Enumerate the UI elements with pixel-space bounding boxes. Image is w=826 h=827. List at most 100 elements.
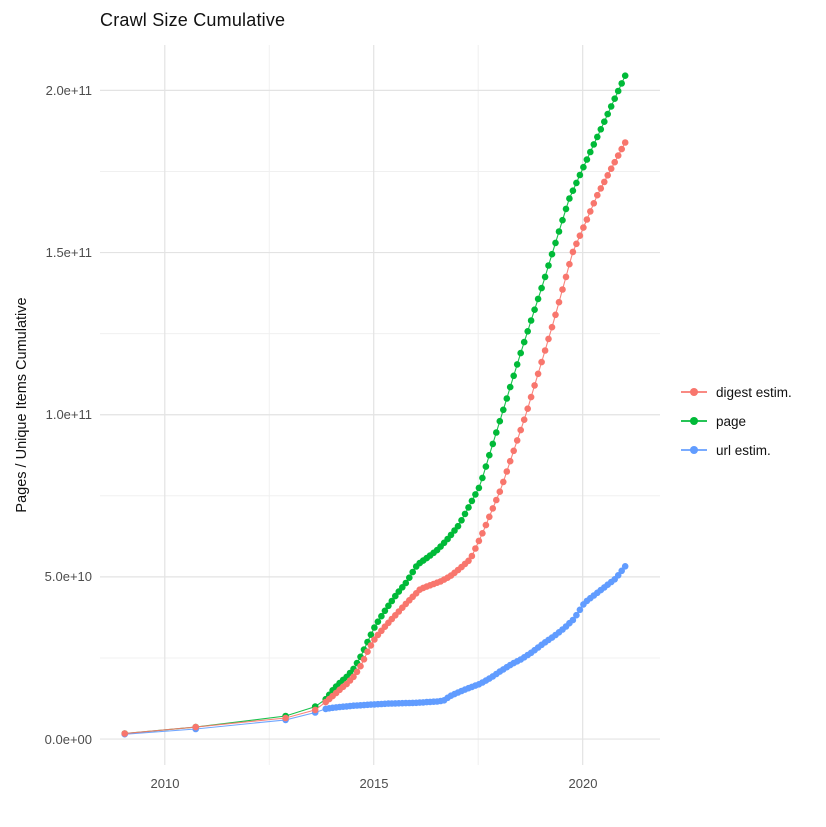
data-point-page (562, 205, 570, 213)
data-point-digest-estim (587, 208, 594, 215)
data-point-page (611, 95, 618, 102)
data-point-digest-estim (493, 496, 500, 504)
data-point-page (594, 133, 601, 141)
data-point-page (461, 510, 469, 518)
data-point-digest-estim (192, 723, 199, 731)
legend: digest estim. page url estim. (681, 384, 792, 458)
data-point-page (371, 624, 378, 631)
data-point-page (587, 148, 594, 156)
data-point-page (506, 383, 514, 391)
data-point-digest-estim (360, 656, 368, 663)
data-point-digest-estim (552, 311, 559, 319)
legend-key-page (681, 415, 707, 427)
data-point-page (597, 126, 605, 133)
data-point-url-estim (614, 572, 622, 579)
data-point-digest-estim (371, 636, 378, 643)
data-point-digest-estim (496, 488, 504, 496)
data-point-url-estim (621, 563, 629, 570)
data-point-page (513, 361, 521, 368)
data-point-digest-estim (618, 145, 625, 153)
data-point-digest-estim (555, 298, 563, 306)
y-tick-label: 1.5e+11 (45, 245, 92, 260)
data-point-page (496, 417, 504, 425)
data-point-digest-estim (597, 185, 605, 192)
data-point-digest-estim (513, 437, 521, 444)
legend-key-url-estim (681, 444, 707, 456)
data-point-page (520, 338, 528, 346)
data-point-page (583, 156, 591, 163)
data-point-page (510, 372, 517, 380)
data-point-page (555, 228, 563, 235)
data-point-page (621, 72, 629, 79)
data-point-digest-estim (545, 335, 552, 343)
x-tick-label: 2020 (568, 776, 598, 791)
data-point-page (458, 517, 465, 524)
data-point-digest-estim (282, 714, 289, 722)
data-point-digest-estim (353, 668, 361, 676)
data-point-digest-estim (479, 530, 486, 537)
data-point-digest-estim (583, 216, 591, 223)
y-tick-label: 1.0e+11 (45, 407, 92, 422)
data-point-digest-estim (510, 447, 517, 455)
point-icon (690, 388, 698, 396)
data-point-page (468, 497, 476, 505)
data-point-page (538, 284, 545, 292)
data-point-page (500, 406, 507, 414)
data-point-url-estim (618, 567, 625, 575)
data-point-digest-estim (621, 139, 629, 146)
y-tick-label: 5.0e+10 (44, 569, 92, 584)
data-point-url-estim (569, 616, 577, 624)
point-icon (690, 417, 698, 425)
data-point-page (531, 306, 538, 314)
data-point-page (545, 262, 552, 269)
data-point-digest-estim (538, 358, 545, 366)
data-point-digest-estim (573, 240, 580, 248)
data-point-page (465, 504, 472, 511)
grid-major (100, 45, 660, 765)
data-point-digest-estim (506, 457, 514, 465)
data-point-digest-estim (614, 152, 622, 159)
x-tick-label: 2015 (359, 776, 389, 791)
data-point-page (374, 618, 382, 625)
data-point-page (569, 187, 577, 194)
data-point-page (447, 531, 455, 539)
series-digest-estim (121, 139, 629, 737)
data-point-page (385, 602, 392, 610)
data-point-digest-estim (489, 505, 497, 512)
data-point-page (479, 474, 486, 482)
data-point-digest-estim (594, 191, 601, 199)
data-point-page (409, 568, 417, 576)
data-point-digest-estim (517, 426, 524, 434)
data-point-page (402, 579, 410, 587)
series-line-digest-estim (124, 142, 626, 735)
data-point-page (590, 141, 598, 148)
data-point-digest-estim (601, 178, 608, 186)
grid-minor (100, 45, 660, 765)
data-point-page (392, 592, 399, 600)
legend-item-digest-estim: digest estim. (681, 384, 792, 400)
data-point-digest-estim (311, 706, 319, 714)
data-point-digest-estim (527, 393, 535, 401)
data-point-digest-estim (350, 673, 357, 681)
data-point-page (607, 103, 615, 110)
data-point-digest-estim (524, 405, 531, 413)
chart-title: Crawl Size Cumulative (100, 10, 286, 30)
x-tick-label: 2010 (150, 776, 180, 791)
data-point-digest-estim (520, 416, 528, 424)
data-point-page (534, 295, 542, 303)
point-icon (690, 446, 698, 454)
data-point-page (614, 87, 622, 95)
data-point-digest-estim (534, 370, 542, 378)
series-line-url-estim (124, 565, 626, 735)
data-point-page (576, 171, 584, 179)
data-point-digest-estim (500, 478, 507, 486)
data-point-digest-estim (531, 382, 538, 389)
data-point-page (566, 195, 573, 202)
data-point-page (618, 80, 625, 87)
data-point-digest-estim (121, 730, 128, 737)
data-point-page (388, 597, 396, 605)
data-point-page (381, 607, 389, 615)
data-point-page (559, 216, 566, 224)
legend-key-digest-estim (681, 386, 707, 398)
